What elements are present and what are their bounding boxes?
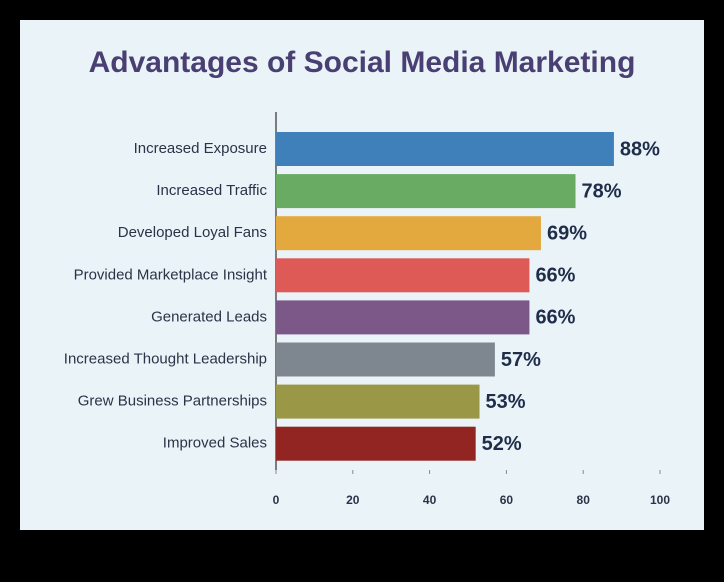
value-label: 78%	[582, 180, 622, 202]
y-tick-label: Improved Sales	[163, 435, 267, 452]
y-tick-label: Increased Traffic	[156, 182, 267, 199]
y-tick-label: Developed Loyal Fans	[118, 224, 267, 241]
chart-title: Advantages of Social Media Marketing	[89, 46, 636, 79]
y-tick-label: Increased Thought Leadership	[64, 350, 267, 367]
bar	[276, 132, 614, 166]
bar	[276, 300, 530, 335]
bar	[276, 426, 476, 461]
x-tick-label: 40	[423, 493, 437, 507]
value-label: 52%	[482, 433, 522, 455]
x-tick-label: 100	[650, 493, 670, 507]
bar	[276, 216, 541, 251]
value-label: 57%	[501, 349, 541, 371]
x-tick-label: 20	[346, 493, 360, 507]
bar	[276, 384, 480, 419]
y-tick-label: Grew Business Partnerships	[78, 393, 267, 410]
value-label: 69%	[547, 222, 587, 244]
value-label: 66%	[535, 307, 575, 329]
x-tick-label: 60	[500, 493, 514, 507]
bar	[276, 342, 495, 377]
y-tick-label: Provided Marketplace Insight	[74, 266, 268, 283]
y-tick-label: Generated Leads	[151, 308, 267, 325]
x-tick-label: 80	[577, 493, 591, 507]
value-label: 53%	[486, 391, 526, 413]
x-tick-label: 0	[273, 493, 280, 507]
y-tick-label: Increased Exposure	[134, 140, 267, 157]
bar	[276, 258, 530, 293]
value-label: 88%	[620, 138, 660, 160]
bar	[276, 174, 576, 209]
value-label: 66%	[535, 265, 575, 287]
